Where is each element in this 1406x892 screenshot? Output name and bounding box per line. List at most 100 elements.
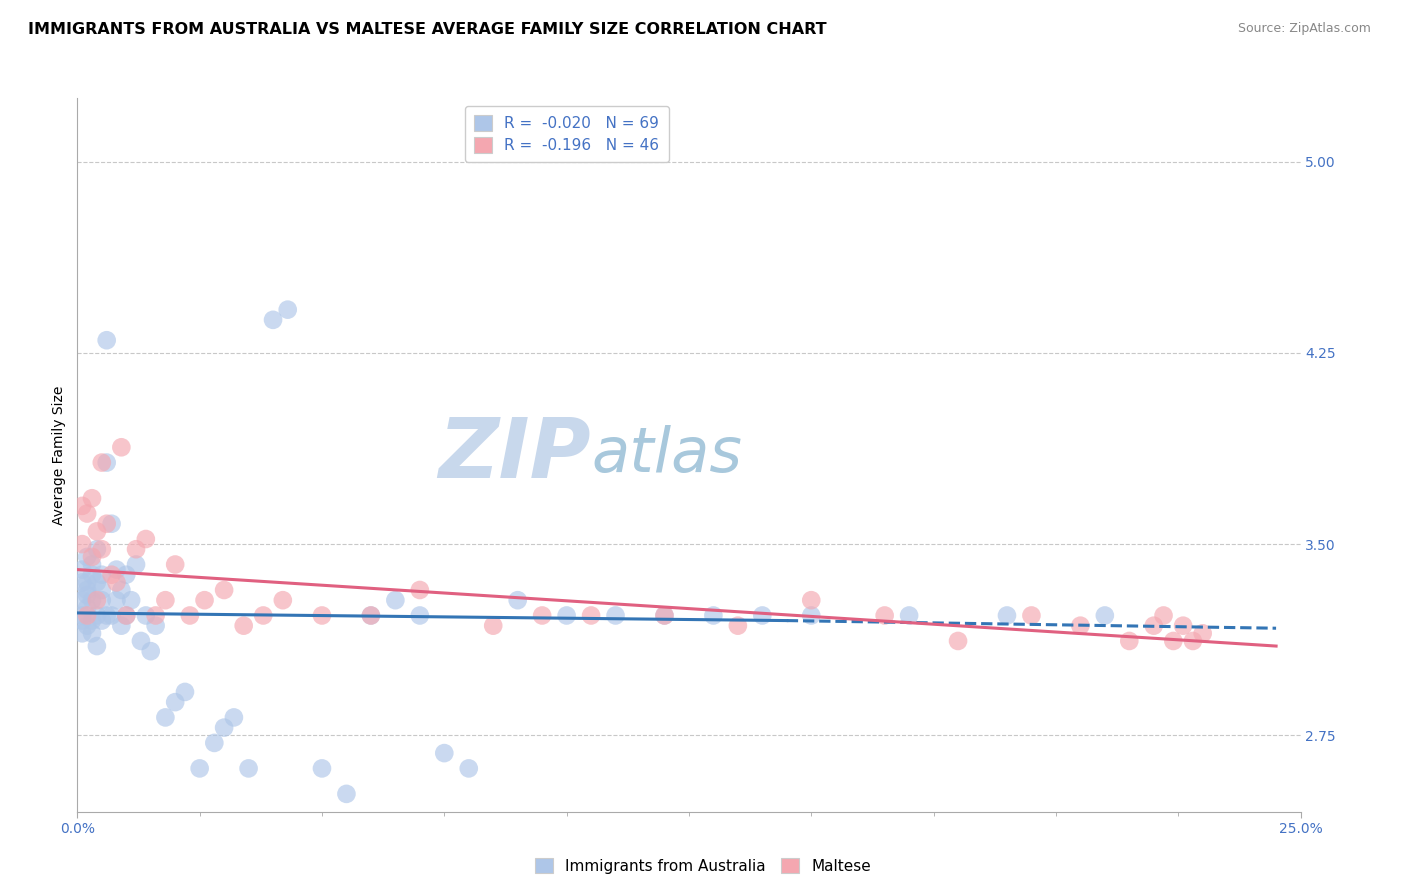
Point: [995, 608, 1018, 623]
Text: Source: ZipAtlas.com: Source: ZipAtlas.com: [1237, 22, 1371, 36]
Point: [90, 582, 112, 597]
Point: [800, 608, 823, 623]
Point: [193, 593, 215, 607]
Point: [115, 567, 138, 582]
Point: [110, 618, 132, 632]
Point: [262, 313, 284, 327]
Point: [482, 618, 505, 632]
Point: [86, 542, 108, 557]
Point: [654, 608, 676, 623]
Point: [76, 575, 98, 590]
Point: [271, 593, 294, 607]
Point: [70, 537, 93, 551]
Point: [76, 618, 98, 632]
Point: [506, 593, 529, 607]
Point: [232, 618, 254, 632]
Point: [115, 608, 138, 623]
Point: [90, 567, 112, 582]
Point: [129, 634, 152, 648]
Point: [145, 608, 167, 623]
Point: [1021, 608, 1043, 623]
Point: [654, 608, 676, 623]
Point: [86, 608, 108, 623]
Point: [105, 563, 128, 577]
Point: [80, 593, 103, 607]
Point: [311, 761, 333, 775]
Point: [311, 608, 333, 623]
Point: [86, 575, 108, 590]
Point: [70, 608, 93, 623]
Point: [120, 593, 142, 607]
Y-axis label: Average Family Size: Average Family Size: [52, 385, 66, 524]
Point: [174, 685, 197, 699]
Point: [86, 524, 108, 539]
Point: [70, 575, 93, 590]
Point: [555, 608, 578, 623]
Point: [222, 710, 245, 724]
Point: [90, 542, 112, 557]
Point: [70, 563, 93, 577]
Point: [135, 532, 157, 546]
Point: [1171, 618, 1194, 632]
Point: [202, 736, 225, 750]
Point: [70, 626, 93, 640]
Point: [946, 634, 969, 648]
Point: [96, 456, 118, 470]
Point: [125, 558, 148, 572]
Point: [80, 626, 103, 640]
Point: [360, 608, 382, 623]
Point: [86, 593, 108, 607]
Point: [727, 618, 749, 632]
Point: [277, 302, 299, 317]
Point: [1118, 634, 1140, 648]
Point: [76, 600, 98, 615]
Point: [1181, 634, 1204, 648]
Point: [76, 608, 98, 623]
Point: [80, 558, 103, 572]
Point: [70, 614, 93, 628]
Point: [80, 614, 103, 628]
Point: [139, 644, 162, 658]
Point: [409, 608, 432, 623]
Point: [165, 695, 187, 709]
Point: [110, 440, 132, 454]
Point: [702, 608, 724, 623]
Point: [531, 608, 554, 623]
Point: [335, 787, 357, 801]
Point: [579, 608, 602, 623]
Point: [188, 761, 211, 775]
Point: [409, 582, 432, 597]
Point: [100, 567, 122, 582]
Point: [70, 593, 93, 607]
Point: [110, 582, 132, 597]
Point: [80, 567, 103, 582]
Point: [605, 608, 627, 623]
Point: [212, 582, 235, 597]
Point: [105, 593, 128, 607]
Point: [1094, 608, 1116, 623]
Point: [145, 618, 167, 632]
Point: [155, 593, 177, 607]
Point: [76, 507, 98, 521]
Point: [1191, 626, 1213, 640]
Point: [90, 456, 112, 470]
Point: [96, 516, 118, 531]
Point: [86, 639, 108, 653]
Point: [384, 593, 406, 607]
Point: [800, 593, 823, 607]
Point: [80, 491, 103, 506]
Point: [105, 575, 128, 590]
Point: [96, 608, 118, 623]
Point: [238, 761, 260, 775]
Point: [100, 608, 122, 623]
Point: [70, 499, 93, 513]
Point: [155, 710, 177, 724]
Legend: R =  -0.020   N = 69, R =  -0.196   N = 46: R = -0.020 N = 69, R = -0.196 N = 46: [464, 106, 669, 162]
Point: [433, 746, 456, 760]
Point: [212, 721, 235, 735]
Point: [96, 333, 118, 347]
Point: [80, 549, 103, 564]
Point: [1143, 618, 1166, 632]
Point: [898, 608, 921, 623]
Point: [1069, 618, 1091, 632]
